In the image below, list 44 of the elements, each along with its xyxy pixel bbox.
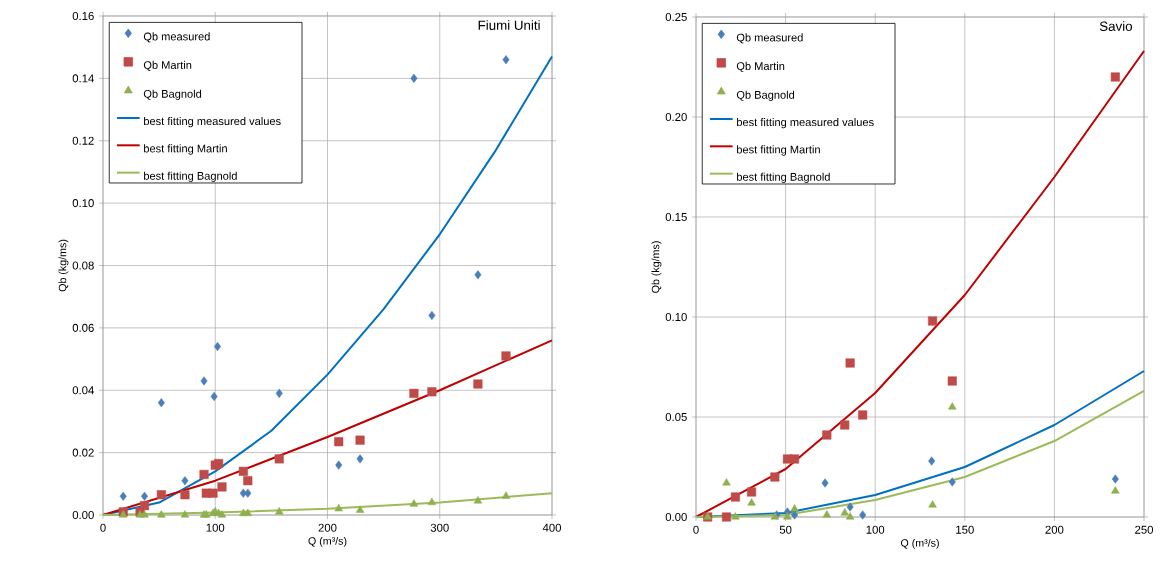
y-tick-label: 0.16 bbox=[72, 11, 94, 20]
x-tick-label: 50 bbox=[779, 525, 792, 534]
x-tick-label: 200 bbox=[1045, 525, 1064, 534]
y-tick-label: 0.06 bbox=[72, 323, 94, 332]
legend-label: Qb Martin bbox=[143, 60, 192, 71]
chart-title: Savio bbox=[1099, 21, 1133, 31]
y-axis-title: Qb (kg/ms) bbox=[651, 241, 662, 293]
chart-title: Fiumi Uniti bbox=[478, 20, 540, 30]
x-tick-label: 150 bbox=[956, 525, 974, 534]
legend-label: best fitting measured values bbox=[737, 118, 874, 129]
legend-label: best fitting Martin bbox=[144, 144, 227, 155]
y-tick-label: 0.00 bbox=[665, 513, 687, 522]
y-tick-label: 0.15 bbox=[665, 212, 687, 221]
y-tick-label: 0.10 bbox=[72, 199, 94, 208]
x-axis-title: Q (m³/s) bbox=[308, 536, 347, 547]
y-tick-label: 0.20 bbox=[665, 112, 687, 121]
legend-label: Qb measured bbox=[736, 33, 803, 44]
x-tick-label: 300 bbox=[430, 523, 449, 532]
y-tick-label: 0.02 bbox=[72, 448, 94, 457]
x-tick-label: 0 bbox=[693, 525, 699, 534]
y-axis-title: Qb (kg/ms) bbox=[58, 239, 69, 292]
x-tick-label: 200 bbox=[318, 523, 337, 532]
legend-label: best fitting Bagnold bbox=[144, 171, 237, 182]
y-tick-label: 0.00 bbox=[72, 511, 94, 520]
legend-label: Qb Martin bbox=[736, 61, 785, 72]
legend-label: Qb Bagnold bbox=[143, 89, 202, 100]
legend-label: Qb measured bbox=[143, 32, 210, 43]
y-tick-label: 0.05 bbox=[665, 413, 687, 422]
y-tick-label: 0.04 bbox=[72, 386, 94, 395]
legend-label: best fitting Bagnold bbox=[737, 172, 830, 183]
x-axis-title: Q (m³/s) bbox=[900, 538, 939, 549]
legend-label: Qb Bagnold bbox=[736, 90, 795, 101]
x-tick-label: 100 bbox=[206, 523, 225, 532]
y-tick-label: 0.08 bbox=[72, 261, 94, 270]
y-tick-label: 0.10 bbox=[665, 313, 687, 321]
legend-label: best fitting measured values bbox=[144, 116, 281, 128]
x-tick-label: 100 bbox=[866, 525, 885, 534]
y-tick-label: 0.12 bbox=[72, 136, 94, 145]
y-tick-label: 0.14 bbox=[72, 74, 94, 83]
x-tick-label: 250 bbox=[1135, 525, 1154, 534]
legend-label: best fitting Martin bbox=[737, 145, 820, 156]
x-tick-label: 0 bbox=[100, 523, 106, 532]
y-tick-label: 0.25 bbox=[665, 12, 687, 21]
x-tick-label: 400 bbox=[542, 523, 562, 532]
